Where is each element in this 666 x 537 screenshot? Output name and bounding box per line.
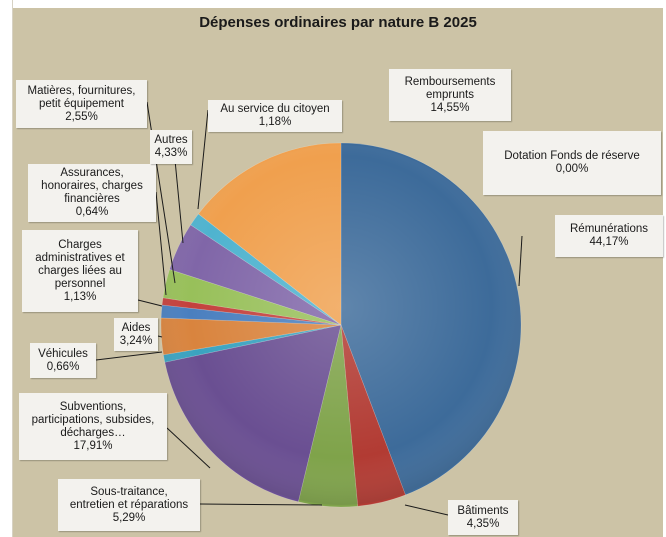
data-label-name: Subventions, participations, subsides, d… — [31, 400, 155, 439]
data-label-value: 1,18% — [258, 116, 292, 128]
leader-line — [95, 351, 163, 361]
data-label-value: 0,00% — [555, 163, 589, 175]
chart-title: Dépenses ordinaires par nature B 2025 — [199, 14, 477, 31]
data-label-value: 17,91% — [73, 439, 113, 452]
data-label: Assurances, honoraires, charges financiè… — [28, 164, 156, 222]
data-label-value: 0,66% — [46, 360, 80, 373]
data-label: Autres 4,33% — [150, 130, 192, 164]
data-label: Au service du citoyen 1,18% — [208, 100, 342, 132]
data-label-value: 4,33% — [154, 147, 188, 159]
data-label-value: 5,29% — [112, 511, 146, 524]
data-label-value: 14,55% — [430, 101, 470, 114]
data-label-value: 3,24% — [119, 334, 153, 347]
data-label-value: 2,55% — [65, 110, 98, 123]
data-label-name: Au service du citoyen — [220, 103, 330, 115]
data-label: Subventions, participations, subsides, d… — [19, 393, 167, 460]
leader-line — [199, 503, 323, 506]
data-label-name: Matières, fournitures, petit équipement — [27, 84, 136, 110]
data-label-name: Rémunérations — [570, 223, 648, 235]
data-label-name: Charges administratives et charges liées… — [35, 238, 125, 290]
data-label: Matières, fournitures, petit équipement 2… — [16, 80, 147, 128]
leader-line — [518, 235, 523, 287]
data-label-name: Sous-traitance, entretien et réparations — [69, 485, 189, 511]
data-label-value: 4,35% — [466, 517, 500, 530]
data-label-value: 1,13% — [63, 290, 97, 303]
data-label-name: Aides — [121, 321, 151, 334]
data-label: Charges administratives et charges liées… — [22, 230, 138, 312]
data-label-name: Assurances, honoraires, charges financiè… — [41, 167, 143, 205]
leader-line — [155, 191, 167, 296]
leader-line — [174, 159, 184, 244]
data-label: Aides 3,24% — [114, 318, 158, 351]
leader-line — [404, 504, 449, 516]
data-label-name: Bâtiments — [457, 504, 509, 517]
data-label: Rémunérations 44,17% — [555, 215, 663, 257]
data-label-value: 44,17% — [589, 236, 629, 248]
leader-line — [137, 299, 163, 307]
left-border — [0, 0, 13, 537]
data-label: Bâtiments 4,35% — [448, 500, 518, 535]
data-label: Sous-traitance, entretien et réparations… — [58, 479, 200, 531]
data-label-name: Autres — [154, 134, 188, 146]
data-label-name: Véhicules — [38, 347, 88, 360]
data-label-name: Remboursements emprunts — [404, 75, 496, 101]
data-label: Dotation Fonds de réserve 0,00% — [483, 131, 661, 195]
data-label: Remboursements emprunts 14,55% — [389, 69, 511, 121]
leader-line — [197, 109, 209, 210]
data-label: Véhicules 0,66% — [30, 343, 96, 378]
data-label-name: Dotation Fonds de réserve — [504, 150, 640, 162]
data-label-value: 0,64% — [75, 206, 109, 218]
